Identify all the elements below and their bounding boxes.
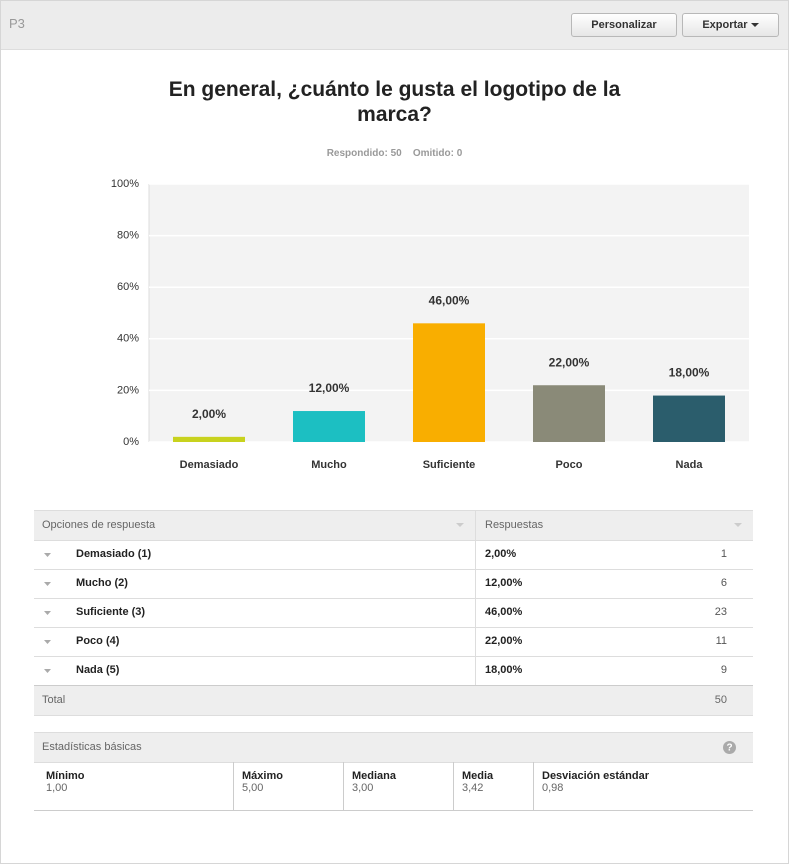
dropdown-arrow — [750, 23, 759, 27]
response-percent: 18,00% — [485, 664, 523, 676]
divider — [475, 540, 476, 569]
stat-value: 0,98 — [542, 782, 564, 794]
skipped: Omitido: 0 — [412, 148, 463, 159]
customize-button[interactable]: Personalizar — [571, 13, 677, 37]
x-tick-label: Mucho — [311, 459, 347, 471]
response-percent: 22,00% — [485, 635, 523, 647]
response-percent: 12,00% — [485, 577, 523, 589]
response-count: 11 — [715, 635, 727, 647]
total-cell: 50 — [714, 694, 727, 706]
option-label: Demasiado (1) — [76, 548, 152, 560]
stat-label: Media — [462, 770, 494, 782]
response-percent: 2,00% — [485, 548, 517, 560]
total-row: Total 50 — [34, 685, 753, 716]
bar — [533, 385, 605, 442]
stats-header: Estadísticas básicas? — [34, 732, 753, 763]
data-label: 2,00% — [192, 407, 226, 421]
x-tick-label: Nada — [676, 459, 704, 471]
response-count: 23 — [714, 606, 727, 618]
divider — [475, 656, 476, 685]
chart-title: En general, ¿cuánto le gusta el logotipo… — [168, 78, 621, 126]
option-label: Mucho (2) — [76, 577, 128, 589]
y-tick-label: 0% — [123, 436, 139, 448]
help-icon[interactable]: ? — [723, 741, 736, 754]
bar — [293, 411, 365, 442]
panel-header: P3 Personalizar Exportar — [1, 1, 788, 50]
y-tick-label: 40% — [117, 333, 139, 345]
y-tick-label: 20% — [117, 384, 139, 396]
divider — [475, 511, 476, 540]
stat-value: 3,00 — [352, 782, 374, 794]
stat-cell: Mínimo 1,00 — [34, 762, 234, 811]
stat-cell: Máximo 5,00 — [234, 762, 344, 811]
stat-value: 1,00 — [46, 782, 68, 794]
column-header: Respuestas — [485, 519, 544, 531]
data-label: 18,00% — [669, 366, 710, 380]
expand-arrow[interactable] — [44, 611, 51, 615]
response-count: 6 — [720, 577, 727, 589]
x-tick-label: Poco — [556, 459, 583, 471]
bar — [413, 323, 485, 442]
data-label: 22,00% — [549, 355, 590, 369]
y-tick-label: 100% — [111, 178, 139, 190]
x-tick-label: Demasiado — [180, 459, 239, 471]
svg-text:?: ? — [726, 743, 732, 754]
button-label: Personalizar — [591, 19, 657, 31]
expand-arrow[interactable] — [44, 640, 51, 644]
column-header: Opciones de respuesta — [42, 519, 156, 531]
total-cell: Total — [42, 694, 66, 706]
table-row: Nada (5) 18,00% 9 — [34, 656, 753, 686]
divider — [475, 569, 476, 598]
response-count: 1 — [720, 548, 727, 560]
x-tick-label: Suficiente — [423, 459, 476, 471]
response-percent: 46,00% — [485, 606, 523, 618]
stat-value: 3,42 — [462, 782, 484, 794]
chart-subtitle: Respondido: 50 Omitido: 0 — [1, 148, 788, 159]
table-row: Suficiente (3) 46,00% 23 — [34, 598, 753, 628]
button-label: Exportar — [702, 19, 748, 31]
stat-label: Máximo — [242, 770, 283, 782]
sort-arrow[interactable] — [456, 523, 464, 528]
option-label: Suficiente (3) — [76, 606, 146, 618]
chart: 0% 20% 40% 60% 80% 100% Demasiado 2,00% Mucho 12,… — [111, 178, 749, 471]
response-count: 9 — [720, 664, 727, 676]
stat-label: Mediana — [352, 770, 397, 782]
y-tick-label: 60% — [117, 281, 139, 293]
export-button[interactable]: Exportar — [682, 13, 779, 37]
stat-value: 5,00 — [242, 782, 264, 794]
data-label: 12,00% — [309, 381, 350, 395]
data-label: 46,00% — [429, 293, 470, 307]
expand-arrow[interactable] — [44, 553, 51, 557]
option-label: Nada (5) — [76, 664, 120, 676]
stat-cell: Desviación estándar 0,98 — [534, 762, 753, 811]
option-label: Poco (4) — [76, 635, 120, 647]
y-tick-label: 80% — [117, 230, 139, 242]
bar — [173, 436, 245, 442]
stat-label: Mínimo — [46, 770, 85, 782]
divider — [475, 627, 476, 656]
table-header: Opciones de respuesta Respuestas — [34, 510, 753, 541]
expand-arrow[interactable] — [44, 582, 51, 586]
stat-label: Desviación estándar — [542, 770, 649, 782]
sort-arrow[interactable] — [734, 523, 742, 528]
table-row: Poco (4) 22,00% 11 — [34, 627, 753, 657]
answered: Respondido: 50 — [326, 148, 402, 159]
stat-cell: Media 3,42 — [454, 762, 534, 811]
stat-cell: Mediana 3,00 — [344, 762, 454, 811]
table-row: Mucho (2) 12,00% 6 — [34, 569, 753, 599]
stats-title: Estadísticas básicas — [42, 741, 142, 753]
divider — [475, 598, 476, 627]
question-id: P3 — [9, 16, 25, 31]
expand-arrow[interactable] — [44, 669, 51, 673]
table-row: Demasiado (1) 2,00% 1 — [34, 540, 753, 570]
bar — [653, 395, 725, 442]
